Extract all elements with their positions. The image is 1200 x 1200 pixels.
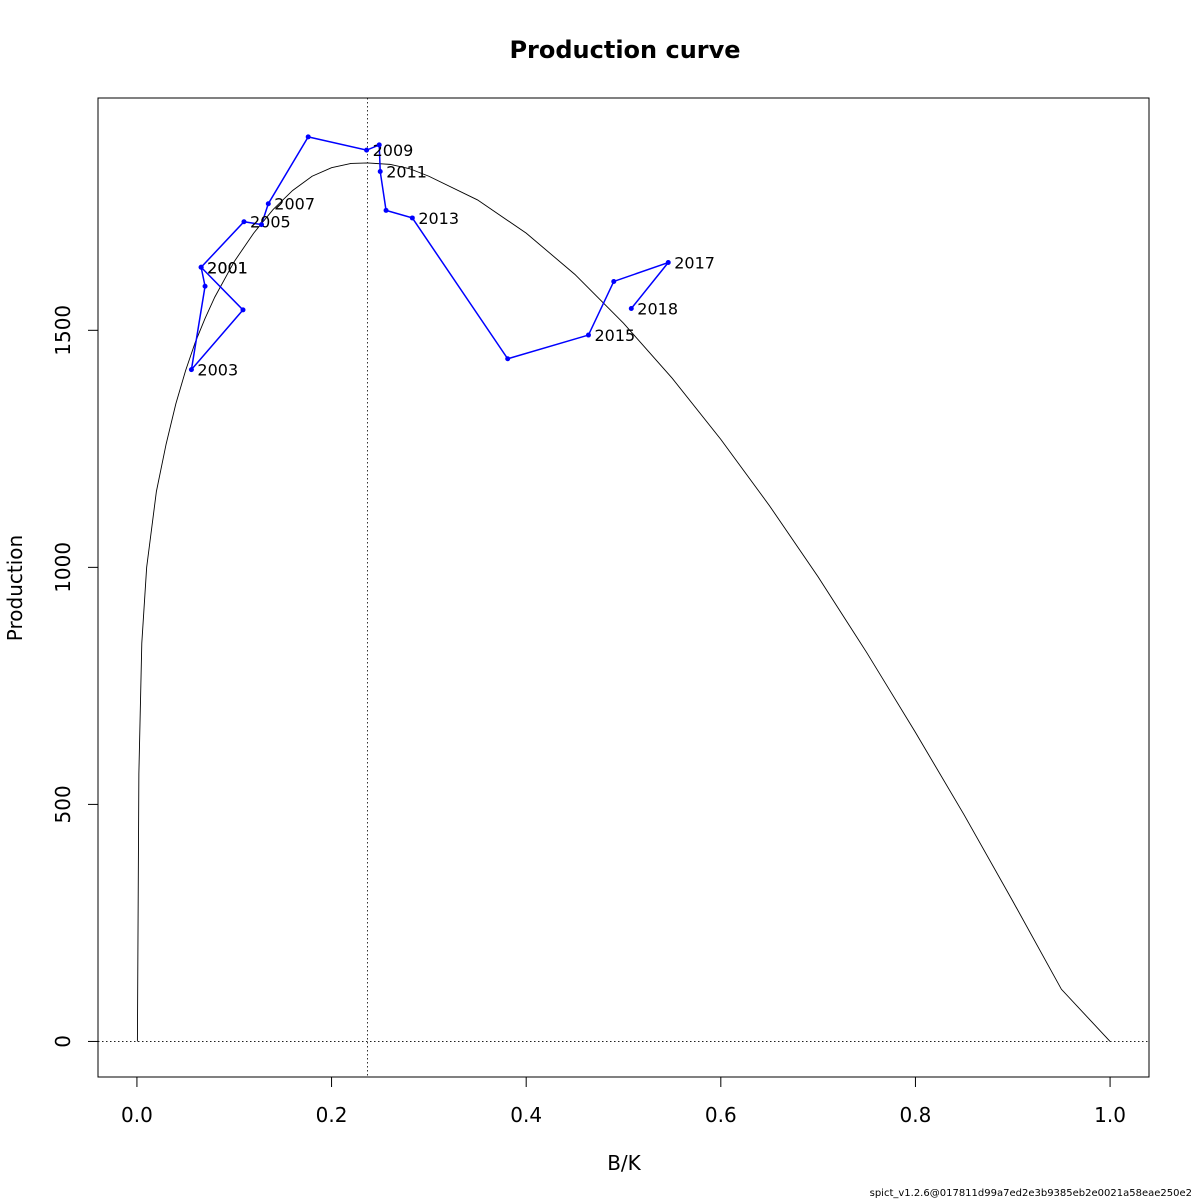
trajectory-point — [505, 356, 511, 362]
chart-title: Production curve — [509, 36, 740, 64]
trajectory-point — [198, 264, 204, 270]
trajectory-point — [611, 278, 617, 284]
trajectory-points: 2001200320012005200720092011201320152017… — [188, 134, 715, 380]
year-label: 2009 — [373, 141, 414, 160]
trajectory-point — [364, 147, 370, 153]
year-label: 2015 — [594, 326, 635, 345]
year-label: 2003 — [197, 361, 238, 380]
y-axis-title: Production — [3, 535, 27, 641]
footer-version-text: spict_v1.2.6@017811d99a7ed2e3b9385eb2e00… — [870, 1188, 1192, 1199]
trajectory-point — [585, 332, 591, 338]
trajectory-point — [305, 134, 311, 140]
y-tick-label: 1500 — [51, 305, 75, 356]
x-tick-label: 0.4 — [510, 1103, 542, 1127]
x-axis: 0.0 0.2 0.4 0.6 0.8 1.0 — [121, 1076, 1126, 1127]
trajectory-point — [188, 367, 194, 373]
x-tick-label: 0.8 — [900, 1103, 932, 1127]
y-tick-label: 0 — [51, 1035, 75, 1048]
year-label: 2017 — [674, 254, 715, 273]
production-curve — [136, 162, 1111, 1042]
trajectory-point — [665, 260, 671, 266]
x-tick-label: 0.6 — [705, 1103, 737, 1127]
trajectory-point — [265, 201, 271, 207]
plot-frame — [97, 97, 1150, 1078]
year-label: 2018 — [637, 299, 678, 318]
trajectory-point — [628, 305, 634, 311]
trajectory-point — [241, 219, 247, 225]
year-label: 2001 — [207, 258, 248, 277]
trajectory-point — [383, 207, 389, 213]
year-label: 2001 — [207, 258, 248, 277]
trajectory-point — [377, 168, 383, 174]
x-tick-label: 0.2 — [316, 1103, 348, 1127]
year-label: 2011 — [386, 162, 427, 181]
year-label: 2007 — [274, 195, 315, 214]
x-tick-label: 1.0 — [1094, 1103, 1126, 1127]
trajectory-point — [240, 307, 246, 313]
reference-lines — [98, 98, 1149, 1077]
x-tick-label: 0.0 — [121, 1103, 153, 1127]
trajectory-point — [202, 283, 208, 289]
trajectory-point — [258, 222, 264, 228]
year-label: 2013 — [418, 209, 459, 228]
x-axis-title: B/K — [607, 1151, 641, 1175]
y-tick-label: 500 — [51, 785, 75, 823]
trajectory-point — [376, 142, 382, 148]
y-axis: 0 500 1000 1500 — [51, 305, 99, 1048]
year-label: 2005 — [250, 213, 291, 232]
y-tick-label: 1000 — [51, 542, 75, 593]
trajectory-point — [409, 215, 415, 221]
